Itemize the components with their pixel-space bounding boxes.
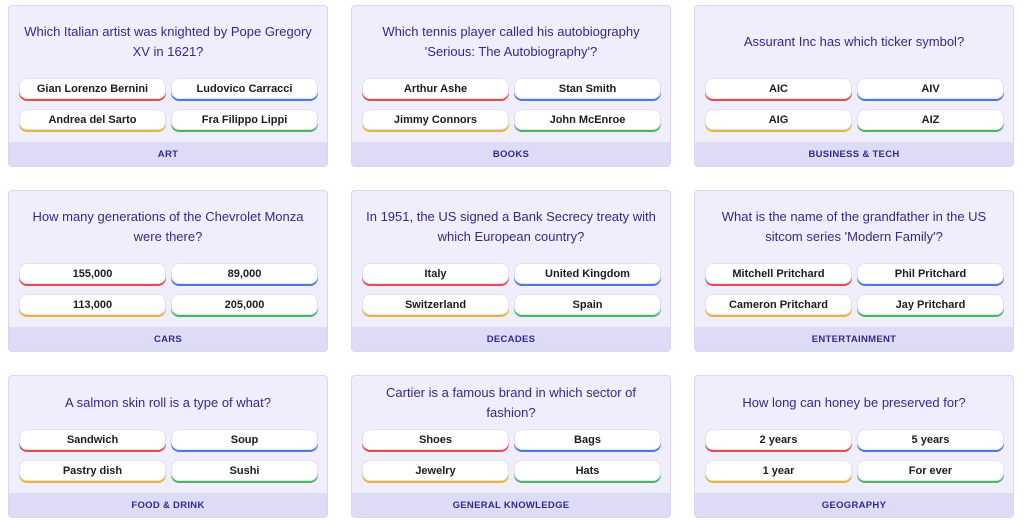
answer-grid: 155,000 89,000 113,000 205,000 — [9, 263, 327, 319]
quiz-card-food-drink: A salmon skin roll is a type of what? Sa… — [8, 375, 328, 518]
answer-option[interactable]: Bags — [514, 429, 661, 450]
answer-grid: Arthur Ashe Stan Smith Jimmy Connors Joh… — [352, 78, 670, 134]
answer-option[interactable]: 113,000 — [19, 294, 166, 315]
category-label: DECADES — [352, 327, 670, 351]
question-text: In 1951, the US signed a Bank Secrecy tr… — [366, 209, 656, 244]
quiz-card-art: Which Italian artist was knighted by Pop… — [8, 5, 328, 167]
question-text: How many generations of the Chevrolet Mo… — [32, 209, 304, 244]
question-text: Cartier is a famous brand in which secto… — [386, 384, 636, 420]
answer-option[interactable]: 89,000 — [171, 263, 318, 284]
answer-option[interactable]: Jay Pritchard — [857, 294, 1004, 315]
question-text: Which tennis player called his autobiogr… — [382, 24, 640, 59]
answer-option[interactable]: Andrea del Sarto — [19, 109, 166, 130]
answer-grid: Mitchell Pritchard Phil Pritchard Camero… — [695, 263, 1013, 319]
answer-option[interactable]: Spain — [514, 294, 661, 315]
answer-option[interactable]: Jewelry — [362, 460, 509, 481]
quiz-card-entertainment: What is the name of the grandfather in t… — [694, 190, 1014, 352]
answer-option[interactable]: Sandwich — [19, 429, 166, 450]
answer-option[interactable]: Phil Pritchard — [857, 263, 1004, 284]
quiz-card-general-knowledge: Cartier is a famous brand in which secto… — [351, 375, 671, 518]
answer-option[interactable]: 1 year — [705, 460, 852, 481]
category-label: FOOD & DRINK — [9, 493, 327, 517]
answer-option[interactable]: Arthur Ashe — [362, 78, 509, 99]
answer-option[interactable]: Shoes — [362, 429, 509, 450]
answer-grid: Sandwich Soup Pastry dish Sushi — [9, 429, 327, 485]
answer-option[interactable]: Sushi — [171, 460, 318, 481]
answer-option[interactable]: Soup — [171, 429, 318, 450]
answer-option[interactable]: AIV — [857, 78, 1004, 99]
quiz-card-books: Which tennis player called his autobiogr… — [351, 5, 671, 167]
answer-option[interactable]: Ludovico Carracci — [171, 78, 318, 99]
answer-option[interactable]: For ever — [857, 460, 1004, 481]
answer-option[interactable]: Gian Lorenzo Bernini — [19, 78, 166, 99]
answer-option[interactable]: 2 years — [705, 429, 852, 450]
question-text: Assurant Inc has which ticker symbol? — [743, 34, 965, 49]
category-label: GEOGRAPHY — [695, 493, 1013, 517]
answer-option[interactable]: Italy — [362, 263, 509, 284]
answer-option[interactable]: Stan Smith — [514, 78, 661, 99]
answer-option[interactable]: Hats — [514, 460, 661, 481]
question-text: How long can honey be preserved for? — [742, 394, 966, 410]
answer-option[interactable]: 205,000 — [171, 294, 318, 315]
category-label: CARS — [9, 327, 327, 351]
answer-grid: AIC AIV AIG AIZ — [695, 78, 1013, 134]
answer-option[interactable]: United Kingdom — [514, 263, 661, 284]
answer-option[interactable]: Jimmy Connors — [362, 109, 509, 130]
question-text: A salmon skin roll is a type of what? — [65, 394, 271, 410]
answer-option[interactable]: AIC — [705, 78, 852, 99]
answer-grid: Shoes Bags Jewelry Hats — [352, 429, 670, 485]
answer-option[interactable]: Mitchell Pritchard — [705, 263, 852, 284]
quiz-card-business-tech: Assurant Inc has which ticker symbol? AI… — [694, 5, 1014, 167]
answer-option[interactable]: Cameron Pritchard — [705, 294, 852, 315]
answer-grid: Gian Lorenzo Bernini Ludovico Carracci A… — [9, 78, 327, 134]
answer-option[interactable]: AIG — [705, 109, 852, 130]
answer-option[interactable]: John McEnroe — [514, 109, 661, 130]
question-text: Which Italian artist was knighted by Pop… — [24, 24, 312, 59]
answer-grid: Italy United Kingdom Switzerland Spain — [352, 263, 670, 319]
answer-grid: 2 years 5 years 1 year For ever — [695, 429, 1013, 485]
quiz-card-decades: In 1951, the US signed a Bank Secrecy tr… — [351, 190, 671, 352]
quiz-card-geography: How long can honey be preserved for? 2 y… — [694, 375, 1014, 518]
answer-option[interactable]: AIZ — [857, 109, 1004, 130]
answer-option[interactable]: Switzerland — [362, 294, 509, 315]
category-label: ENTERTAINMENT — [695, 327, 1013, 351]
category-label: ART — [9, 142, 327, 166]
answer-option[interactable]: 5 years — [857, 429, 1004, 450]
category-label: BOOKS — [352, 142, 670, 166]
answer-option[interactable]: Fra Filippo Lippi — [171, 109, 318, 130]
answer-option[interactable]: 155,000 — [19, 263, 166, 284]
answer-option[interactable]: Pastry dish — [19, 460, 166, 481]
question-text: What is the name of the grandfather in t… — [721, 209, 987, 244]
quiz-card-cars: How many generations of the Chevrolet Mo… — [8, 190, 328, 352]
category-label: GENERAL KNOWLEDGE — [352, 493, 670, 517]
category-label: BUSINESS & TECH — [695, 142, 1013, 166]
